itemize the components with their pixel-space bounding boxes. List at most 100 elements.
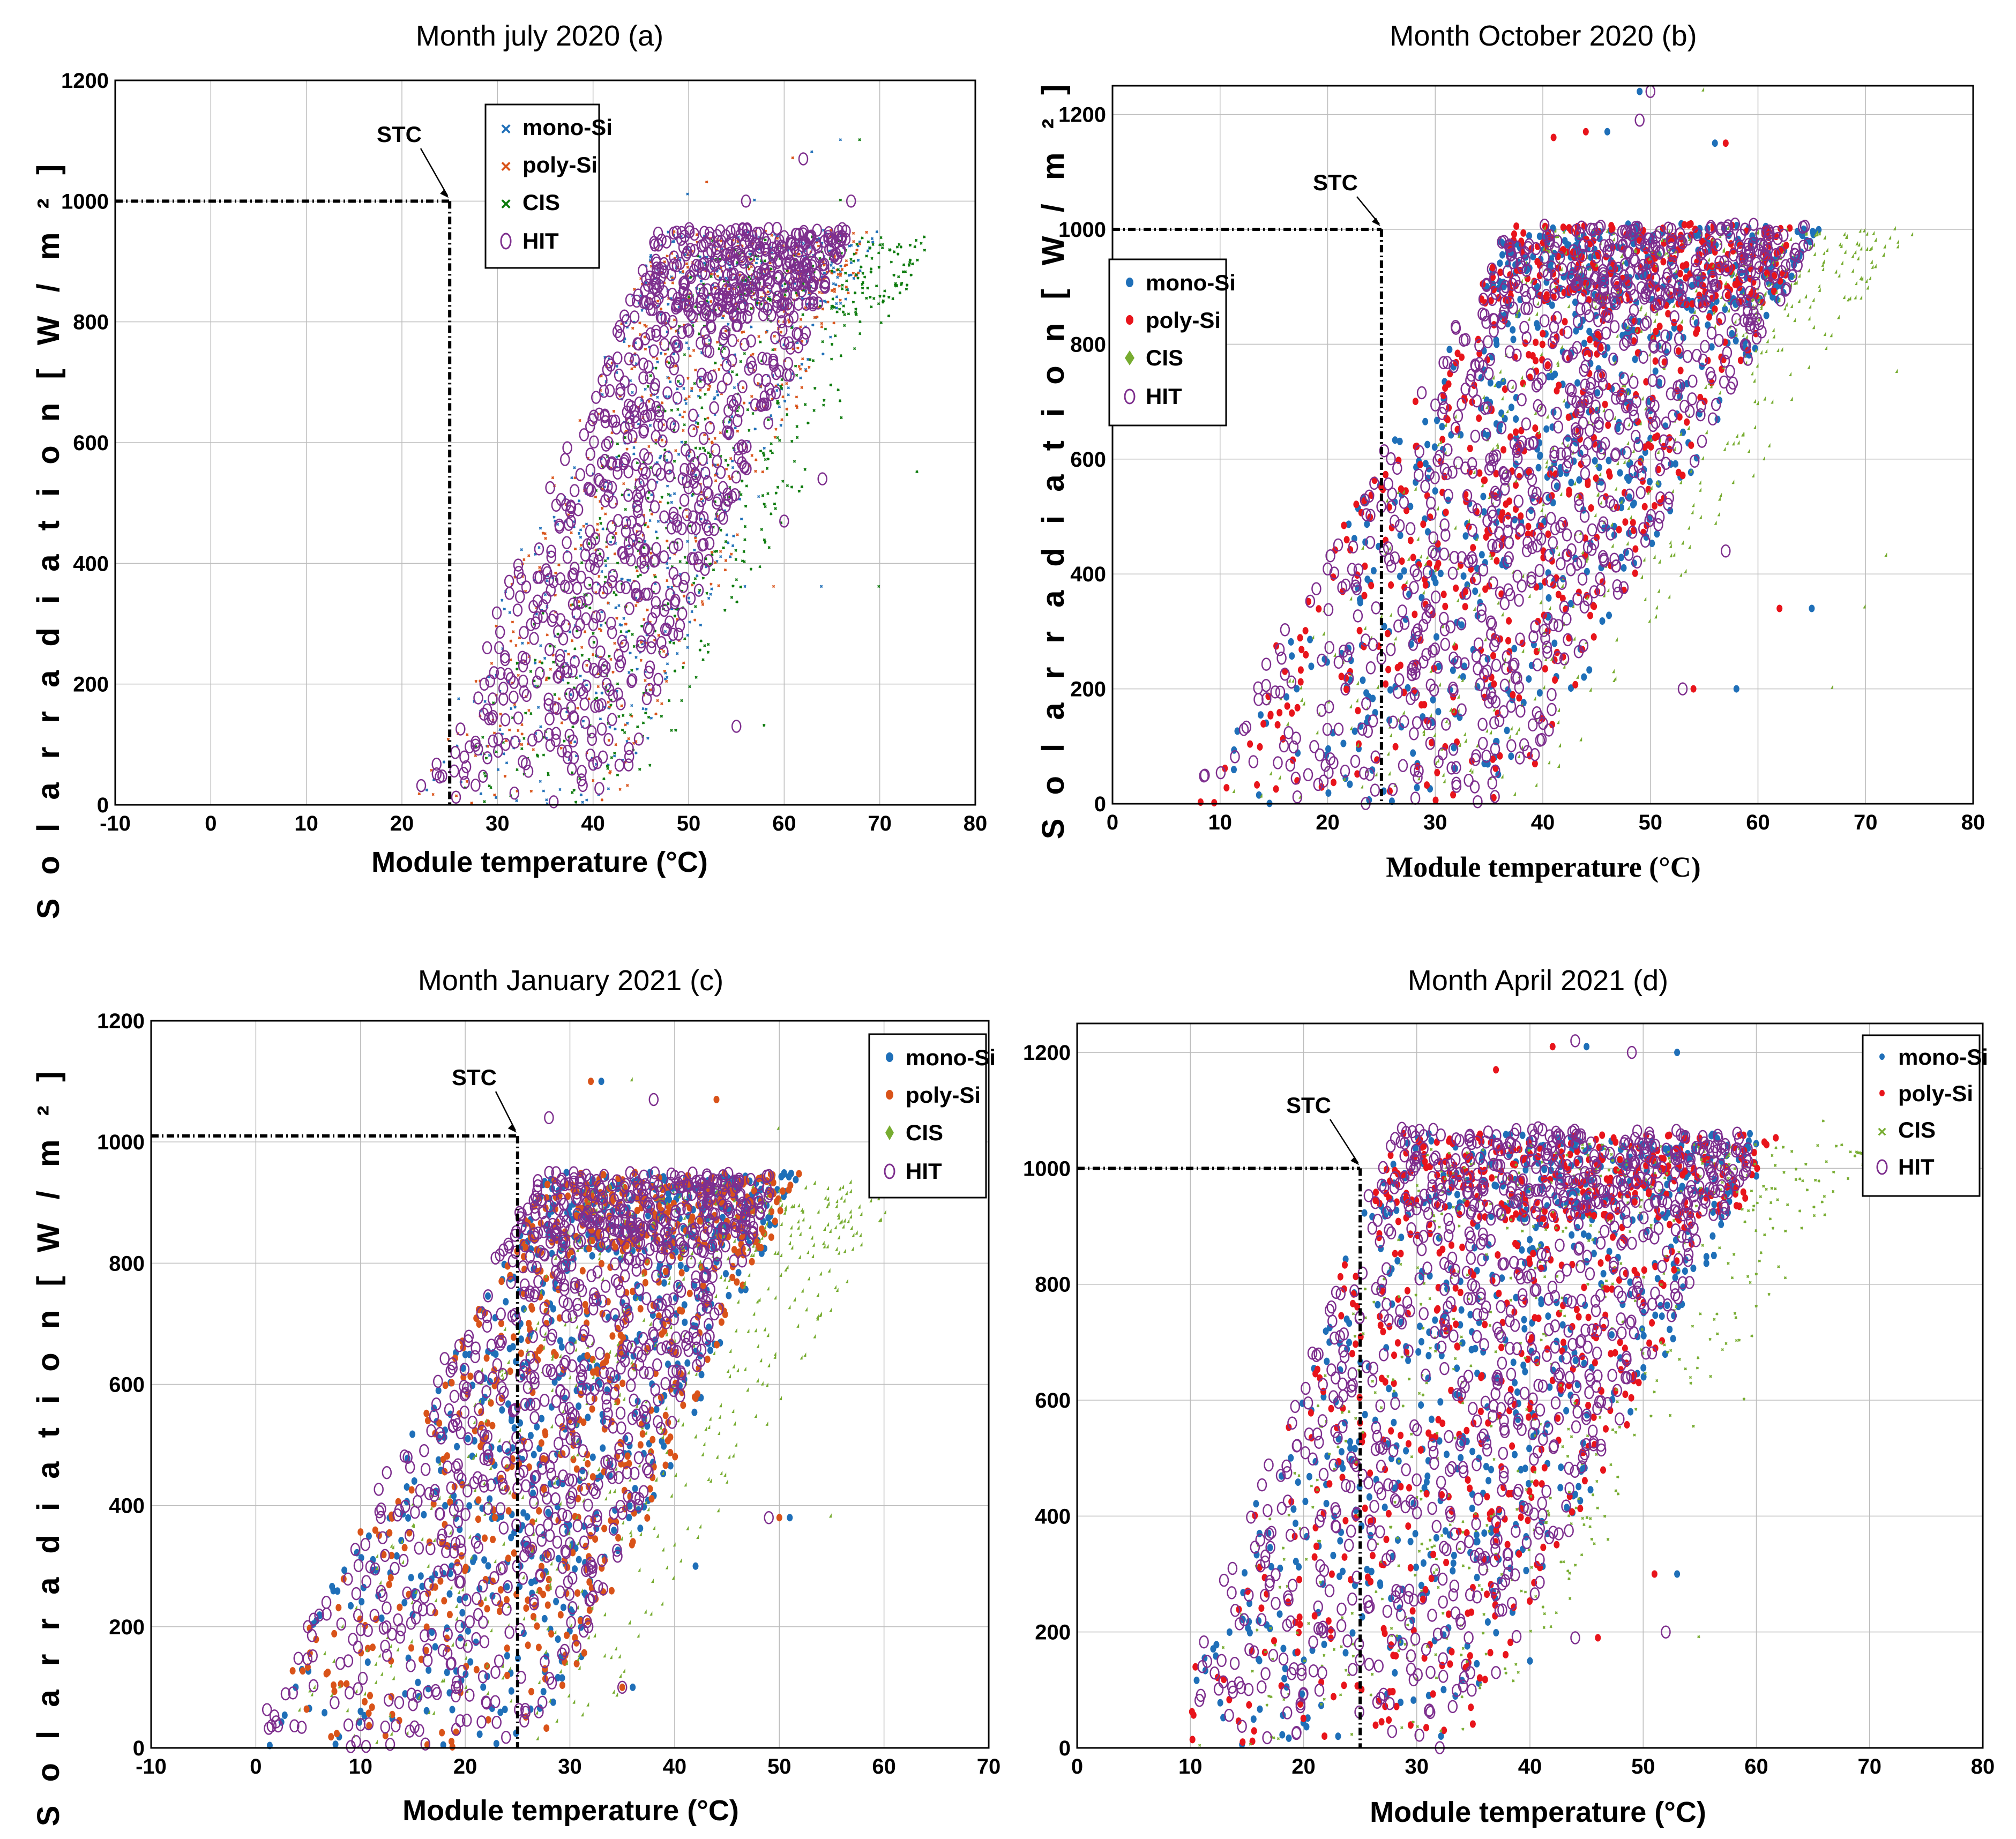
data-point bbox=[761, 451, 765, 454]
data-point bbox=[878, 243, 882, 246]
data-point bbox=[619, 630, 623, 633]
data-point bbox=[1533, 357, 1539, 364]
outlier-point bbox=[858, 138, 861, 141]
data-point bbox=[604, 575, 607, 579]
data-point bbox=[1542, 665, 1548, 673]
data-point bbox=[446, 737, 450, 741]
data-point bbox=[640, 309, 644, 312]
outlier-point bbox=[1582, 128, 1589, 136]
data-point bbox=[767, 546, 771, 549]
data-point bbox=[690, 387, 693, 390]
data-point bbox=[517, 729, 520, 732]
data-point bbox=[1587, 611, 1593, 619]
x-tick-label: 50 bbox=[677, 812, 701, 835]
data-point bbox=[662, 649, 666, 653]
data-point bbox=[520, 743, 524, 746]
data-point bbox=[627, 493, 631, 497]
data-point bbox=[641, 721, 645, 724]
y-tick-label: 800 bbox=[73, 311, 109, 334]
data-point bbox=[764, 505, 767, 509]
data-point bbox=[546, 633, 549, 637]
data-point bbox=[521, 641, 524, 645]
data-point bbox=[1630, 519, 1636, 527]
data-point bbox=[656, 300, 660, 303]
data-point bbox=[1526, 351, 1532, 358]
data-point bbox=[901, 270, 905, 274]
y-tick-label: 0 bbox=[1094, 793, 1106, 816]
data-point bbox=[687, 295, 691, 298]
data-point bbox=[778, 439, 781, 442]
data-point bbox=[869, 295, 872, 299]
data-point bbox=[543, 593, 547, 596]
data-point bbox=[774, 428, 778, 431]
data-point bbox=[780, 418, 783, 422]
data-point bbox=[800, 386, 803, 390]
data-point bbox=[609, 704, 613, 707]
data-point bbox=[717, 584, 720, 587]
data-point bbox=[490, 662, 494, 665]
data-point bbox=[518, 636, 521, 640]
data-point bbox=[1599, 617, 1606, 625]
data-point bbox=[660, 702, 663, 705]
data-point bbox=[1581, 673, 1587, 681]
data-point bbox=[628, 671, 631, 674]
data-point bbox=[556, 632, 559, 636]
data-point bbox=[849, 273, 853, 276]
data-point bbox=[756, 257, 759, 260]
data-point bbox=[663, 353, 667, 356]
data-point bbox=[682, 387, 685, 390]
data-point bbox=[492, 731, 496, 735]
data-point bbox=[883, 289, 886, 293]
y-tick-label: 800 bbox=[1070, 333, 1106, 356]
data-point bbox=[754, 469, 757, 473]
data-point bbox=[524, 712, 527, 715]
x-tick-label: 30 bbox=[1423, 811, 1447, 834]
data-point bbox=[878, 295, 882, 298]
data-point bbox=[858, 320, 862, 324]
data-point bbox=[1399, 557, 1405, 565]
data-point bbox=[710, 275, 713, 278]
data-point bbox=[703, 448, 707, 452]
data-point bbox=[1581, 339, 1587, 347]
data-point bbox=[579, 793, 583, 797]
data-point bbox=[863, 275, 867, 279]
data-point bbox=[1297, 678, 1304, 686]
data-point bbox=[592, 779, 595, 782]
data-point bbox=[558, 788, 562, 791]
data-point bbox=[581, 801, 584, 804]
data-point bbox=[1532, 424, 1539, 432]
data-point bbox=[678, 413, 682, 416]
data-point bbox=[751, 412, 755, 415]
data-point bbox=[1387, 686, 1393, 694]
data-point bbox=[722, 314, 726, 318]
data-point bbox=[520, 548, 524, 551]
data-point bbox=[835, 306, 839, 310]
outlier-point bbox=[1733, 685, 1739, 693]
data-point bbox=[571, 791, 574, 794]
data-point bbox=[1368, 581, 1375, 589]
data-point bbox=[573, 647, 577, 651]
data-point bbox=[865, 296, 868, 300]
panel-a-legend-entry-cis: × CIS bbox=[501, 190, 560, 215]
data-point bbox=[1435, 708, 1442, 716]
data-point bbox=[520, 732, 524, 736]
data-point bbox=[703, 433, 706, 437]
data-point bbox=[839, 298, 842, 302]
data-point bbox=[790, 439, 794, 443]
data-point bbox=[1506, 497, 1512, 505]
data-point bbox=[686, 540, 689, 543]
x-tick-label: 40 bbox=[581, 812, 605, 835]
data-point bbox=[617, 604, 621, 607]
data-point bbox=[580, 561, 584, 564]
data-point bbox=[1260, 720, 1267, 728]
data-point bbox=[644, 524, 647, 527]
data-point bbox=[1355, 707, 1361, 715]
data-point bbox=[849, 244, 853, 247]
data-point bbox=[821, 340, 824, 343]
data-point bbox=[1353, 500, 1360, 509]
data-point bbox=[1586, 327, 1593, 335]
data-point bbox=[796, 436, 799, 439]
data-point bbox=[1552, 676, 1558, 684]
data-point bbox=[573, 740, 577, 744]
data-point bbox=[865, 255, 868, 258]
